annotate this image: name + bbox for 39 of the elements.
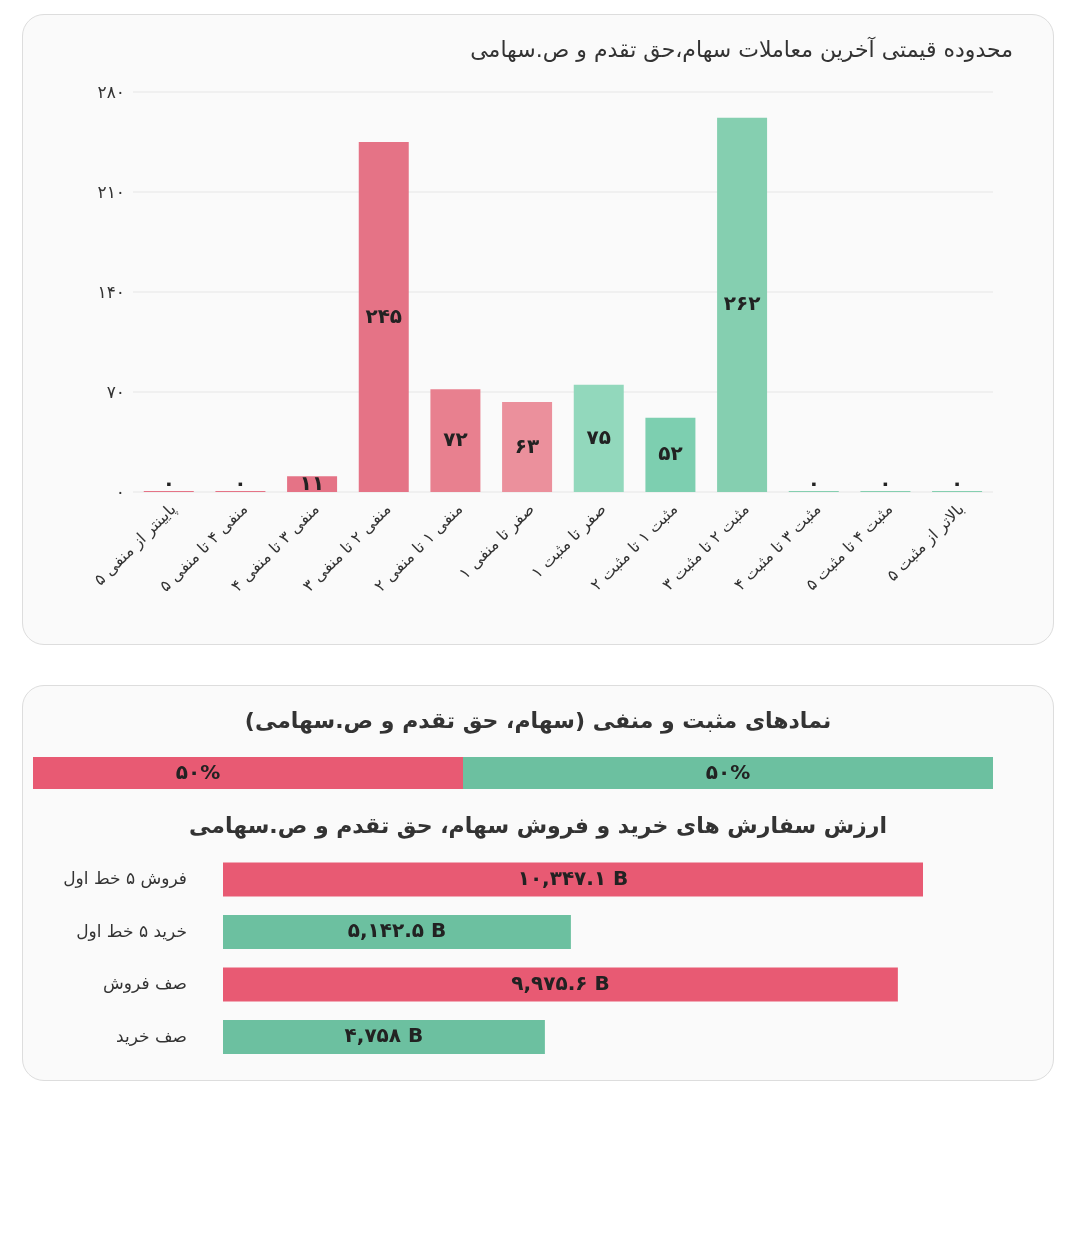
data-label: ۱۰,۳۴۷.۱ B (517, 865, 629, 890)
data-label: ۵,۱۴۲.۵ B (347, 918, 447, 943)
y-tick-label: صف فروش (103, 973, 187, 994)
bar (717, 117, 768, 492)
data-label: ۱۱ (299, 470, 325, 495)
bar (223, 1019, 545, 1054)
bar (223, 914, 571, 949)
bar (502, 402, 553, 492)
data-label: ۲۴۵ (365, 303, 403, 328)
data-label: ۶۳ (514, 433, 540, 458)
y-tick-label: ۰ (115, 482, 125, 503)
data-label: ۵۲ (658, 441, 683, 466)
data-label: ۰ (807, 470, 820, 495)
y-tick-label: خرید ۵ خط اول (76, 920, 187, 941)
data-label: ۰ (879, 470, 892, 495)
data-label: ۵۰% (705, 759, 751, 784)
y-tick-label: ۱۴۰ (97, 282, 125, 303)
bar (430, 389, 481, 492)
bar (223, 862, 923, 897)
chart-title: ارزش سفارش های خرید و فروش سهام، حق تقدم و ص.سهامی (188, 812, 888, 841)
chart-title: محدوده قیمتی آخرین معاملات سهام،حق تقدم و ص.سهامی (469, 36, 1014, 64)
y-tick-label: صف خرید (116, 1025, 187, 1046)
bar (645, 417, 696, 492)
data-label: ۴,۷۵۸ B (344, 1023, 424, 1048)
data-label: ۷۵ (586, 424, 611, 449)
data-label: ۰ (950, 470, 964, 495)
y-tick-label: ۲۱۰ (97, 182, 125, 203)
bar (573, 384, 624, 492)
data-label: ۹,۹۷۵.۶ B (511, 970, 610, 995)
bar (358, 142, 409, 492)
chart-title: نمادهای مثبت و منفی (سهام، حق تقدم و ص.سهامی) (243, 707, 833, 736)
y-tick-label: ۲۸۰ (97, 82, 125, 103)
y-tick-label: ۷۰ (106, 382, 125, 403)
bar (223, 967, 898, 1002)
y-tick-label: فروش ۵ خط اول (63, 868, 187, 889)
data-label: ۷۲ (443, 427, 468, 452)
data-label: ۲۶۲ (723, 291, 761, 316)
data-label: ۰ (234, 470, 247, 495)
data-label: ۵۰% (175, 759, 221, 784)
